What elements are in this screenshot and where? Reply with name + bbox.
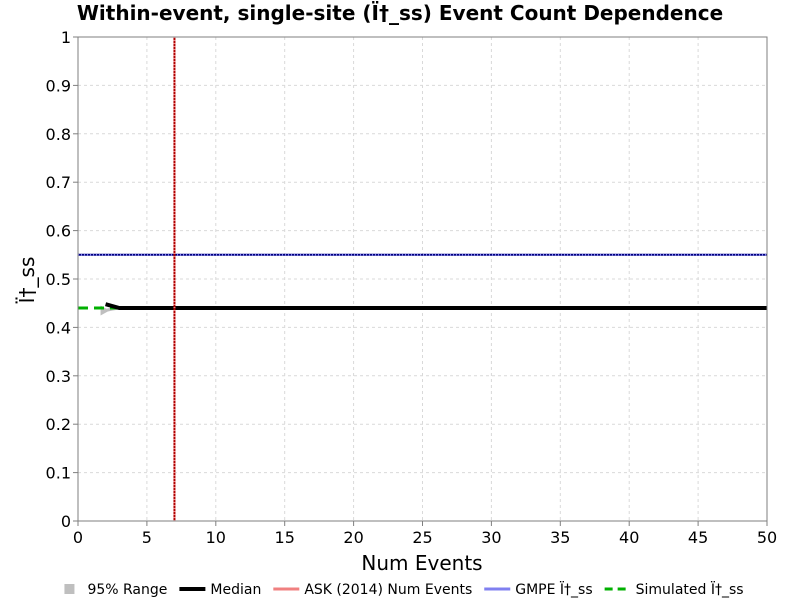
y-tick-label: 0.4 (46, 318, 71, 337)
y-tick-label: 0.1 (46, 464, 71, 483)
y-tick-label: 0.3 (46, 367, 71, 386)
legend-label: ASK (2014) Num Events (304, 582, 472, 598)
ticks: 0 5 10 15 20 25 30 35 40 45 50 0 0.1 0.2 0.3 0.4 0.5 0.6 0… (46, 28, 778, 547)
x-tick-label: 50 (757, 528, 777, 547)
y-tick-label: 0.8 (46, 125, 71, 144)
y-tick-label: 0.7 (46, 173, 71, 192)
legend-label: 95% Range (87, 582, 167, 598)
legend-item: ASK (2014) Num Events (273, 582, 472, 598)
legend-swatch (64, 584, 75, 594)
x-tick-label: 35 (550, 528, 570, 547)
x-tick-label: 45 (688, 528, 708, 547)
legend-label: Median (210, 582, 261, 598)
x-tick-label: 5 (142, 528, 152, 547)
y-axis-label: Ï†_ss (15, 257, 39, 304)
legend-item: Median (179, 582, 261, 598)
chart-title: Within-event, single-site (Ï†_ss) Event … (77, 1, 723, 25)
legend-label: GMPE Ï†_ss (515, 580, 592, 598)
x-tick-label: 20 (343, 528, 363, 547)
y-tick-label: 0.2 (46, 415, 71, 434)
legend-label: Simulated Ï†_ss (636, 580, 744, 598)
legend-item: Simulated Ï†_ss (604, 580, 744, 598)
x-tick-label: 30 (481, 528, 501, 547)
y-tick-label: 0.9 (46, 76, 71, 95)
series-layer (78, 37, 767, 521)
legend: 95% Range Median ASK (2014) Num Events GMPE… (64, 580, 744, 598)
legend-item: GMPE Ï†_ss (484, 580, 593, 598)
median-series-line (105, 302, 767, 311)
y-tick-label: 1 (61, 28, 71, 47)
legend-item: 95% Range (64, 582, 167, 598)
x-tick-label: 25 (412, 528, 432, 547)
x-tick-label: 10 (206, 528, 226, 547)
x-tick-label: 15 (275, 528, 295, 547)
y-tick-label: 0 (61, 512, 71, 531)
x-tick-label: 0 (73, 528, 83, 547)
y-tick-label: 0.5 (46, 270, 71, 289)
x-axis-label: Num Events (361, 551, 482, 575)
y-tick-label: 0.6 (46, 222, 71, 241)
x-tick-label: 40 (619, 528, 639, 547)
